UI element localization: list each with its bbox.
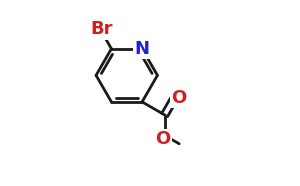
Text: O: O bbox=[171, 89, 186, 107]
Text: O: O bbox=[155, 130, 170, 148]
Text: Br: Br bbox=[90, 20, 112, 39]
Text: N: N bbox=[135, 40, 150, 58]
